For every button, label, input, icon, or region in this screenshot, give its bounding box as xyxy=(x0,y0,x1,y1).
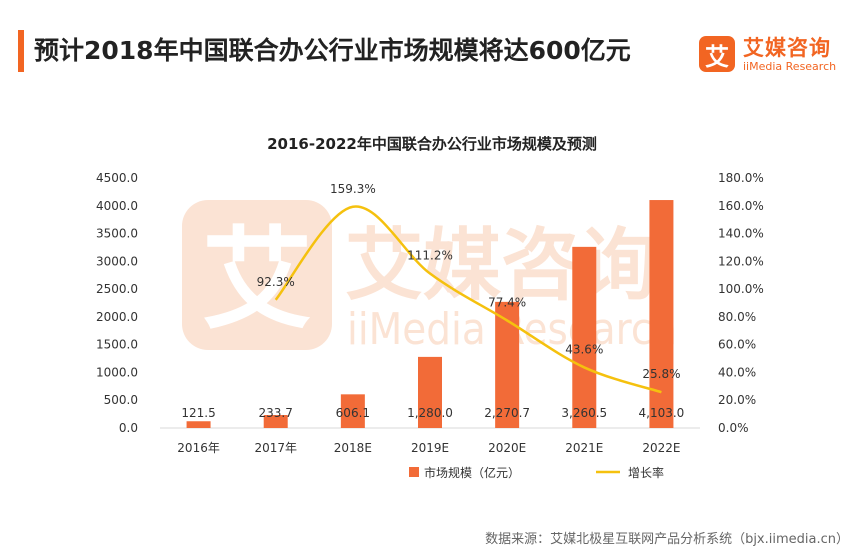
brand: 艾 艾媒咨询 iiMedia Research xyxy=(699,32,849,76)
bar-data-label: 3,260.5 xyxy=(561,406,607,420)
watermark-cn: 艾媒咨询 xyxy=(345,221,657,311)
x-tick-label: 2022E xyxy=(642,441,680,455)
y-left-tick-label: 1500.0 xyxy=(96,338,138,352)
y-left-tick-label: 3500.0 xyxy=(96,227,138,241)
growth-rate-line xyxy=(274,205,662,394)
bar-3 xyxy=(340,394,365,428)
y-right-tick-label: 160.0% xyxy=(718,199,764,213)
legend-bar-swatch xyxy=(409,467,419,477)
y-right-tick-label: 60.0% xyxy=(718,338,756,352)
y-left-tick-label: 2500.0 xyxy=(96,282,138,296)
growth-data-label: 25.8% xyxy=(642,367,680,381)
growth-data-label: 159.3% xyxy=(330,182,376,196)
bar-data-label: 4,103.0 xyxy=(639,406,685,420)
x-tick-label: 2016年 xyxy=(177,441,220,455)
brand-name-cn: 艾媒咨询 xyxy=(743,36,831,60)
legend-bar-label: 市场规模（亿元） xyxy=(424,465,520,480)
bar-data-label: 121.5 xyxy=(181,406,215,420)
y-left-tick-label: 0.0 xyxy=(119,421,138,435)
y-right-tick-label: 40.0% xyxy=(718,365,756,379)
y-right-tick-label: 120.0% xyxy=(718,254,764,268)
brand-logo: 艾 xyxy=(699,36,735,72)
bar-2 xyxy=(263,415,288,428)
y-left-tick-label: 500.0 xyxy=(104,393,138,407)
data-source: 数据来源：艾媒北极星互联网产品分析系统（bjx.iimedia.cn） xyxy=(485,532,849,547)
y-left-tick-label: 2000.0 xyxy=(96,310,138,324)
growth-data-label: 77.4% xyxy=(488,296,526,310)
bar-data-label: 2,270.7 xyxy=(484,406,530,420)
y-left-tick-label: 4500.0 xyxy=(96,171,138,185)
chart-title: 2016-2022年中国联合办公行业市场规模及预测 xyxy=(267,135,597,153)
y-right-tick-label: 180.0% xyxy=(718,171,764,185)
bar-data-label: 1,280.0 xyxy=(407,406,453,420)
title-accent-bar xyxy=(18,30,24,72)
y-left-tick-label: 4000.0 xyxy=(96,199,138,213)
watermark-logo-glyph: 艾 xyxy=(202,216,312,344)
bar-data-label: 233.7 xyxy=(259,406,293,420)
bar-5 xyxy=(495,301,520,428)
growth-data-label: 43.6% xyxy=(565,342,603,356)
y-right-tick-label: 20.0% xyxy=(718,393,756,407)
growth-data-label: 92.3% xyxy=(257,275,295,289)
x-tick-label: 2019E xyxy=(411,441,449,455)
bar-4 xyxy=(418,356,442,428)
bar-7 xyxy=(649,200,674,428)
y-right-tick-label: 100.0% xyxy=(718,282,764,296)
watermark-logo-box xyxy=(182,200,332,350)
bar-data-label: 606.1 xyxy=(336,406,370,420)
brand-name-en: iiMedia Research xyxy=(743,60,837,73)
bar-1 xyxy=(186,421,211,428)
growth-data-label: 111.2% xyxy=(407,249,453,263)
x-tick-label: 2018E xyxy=(334,441,372,455)
bar-6 xyxy=(572,246,597,428)
y-left-tick-label: 3000.0 xyxy=(96,254,138,268)
y-left-tick-label: 1000.0 xyxy=(96,365,138,379)
y-right-tick-label: 80.0% xyxy=(718,310,756,324)
y-right-tick-label: 140.0% xyxy=(718,227,764,241)
legend-line-label: 增长率 xyxy=(628,465,664,480)
x-tick-label: 2020E xyxy=(488,441,526,455)
page-title: 预计2018年中国联合办公行业市场规模将达600亿元 xyxy=(34,36,631,65)
x-tick-label: 2021E xyxy=(565,441,603,455)
x-tick-label: 2017年 xyxy=(254,441,297,455)
y-right-tick-label: 0.0% xyxy=(718,421,749,435)
